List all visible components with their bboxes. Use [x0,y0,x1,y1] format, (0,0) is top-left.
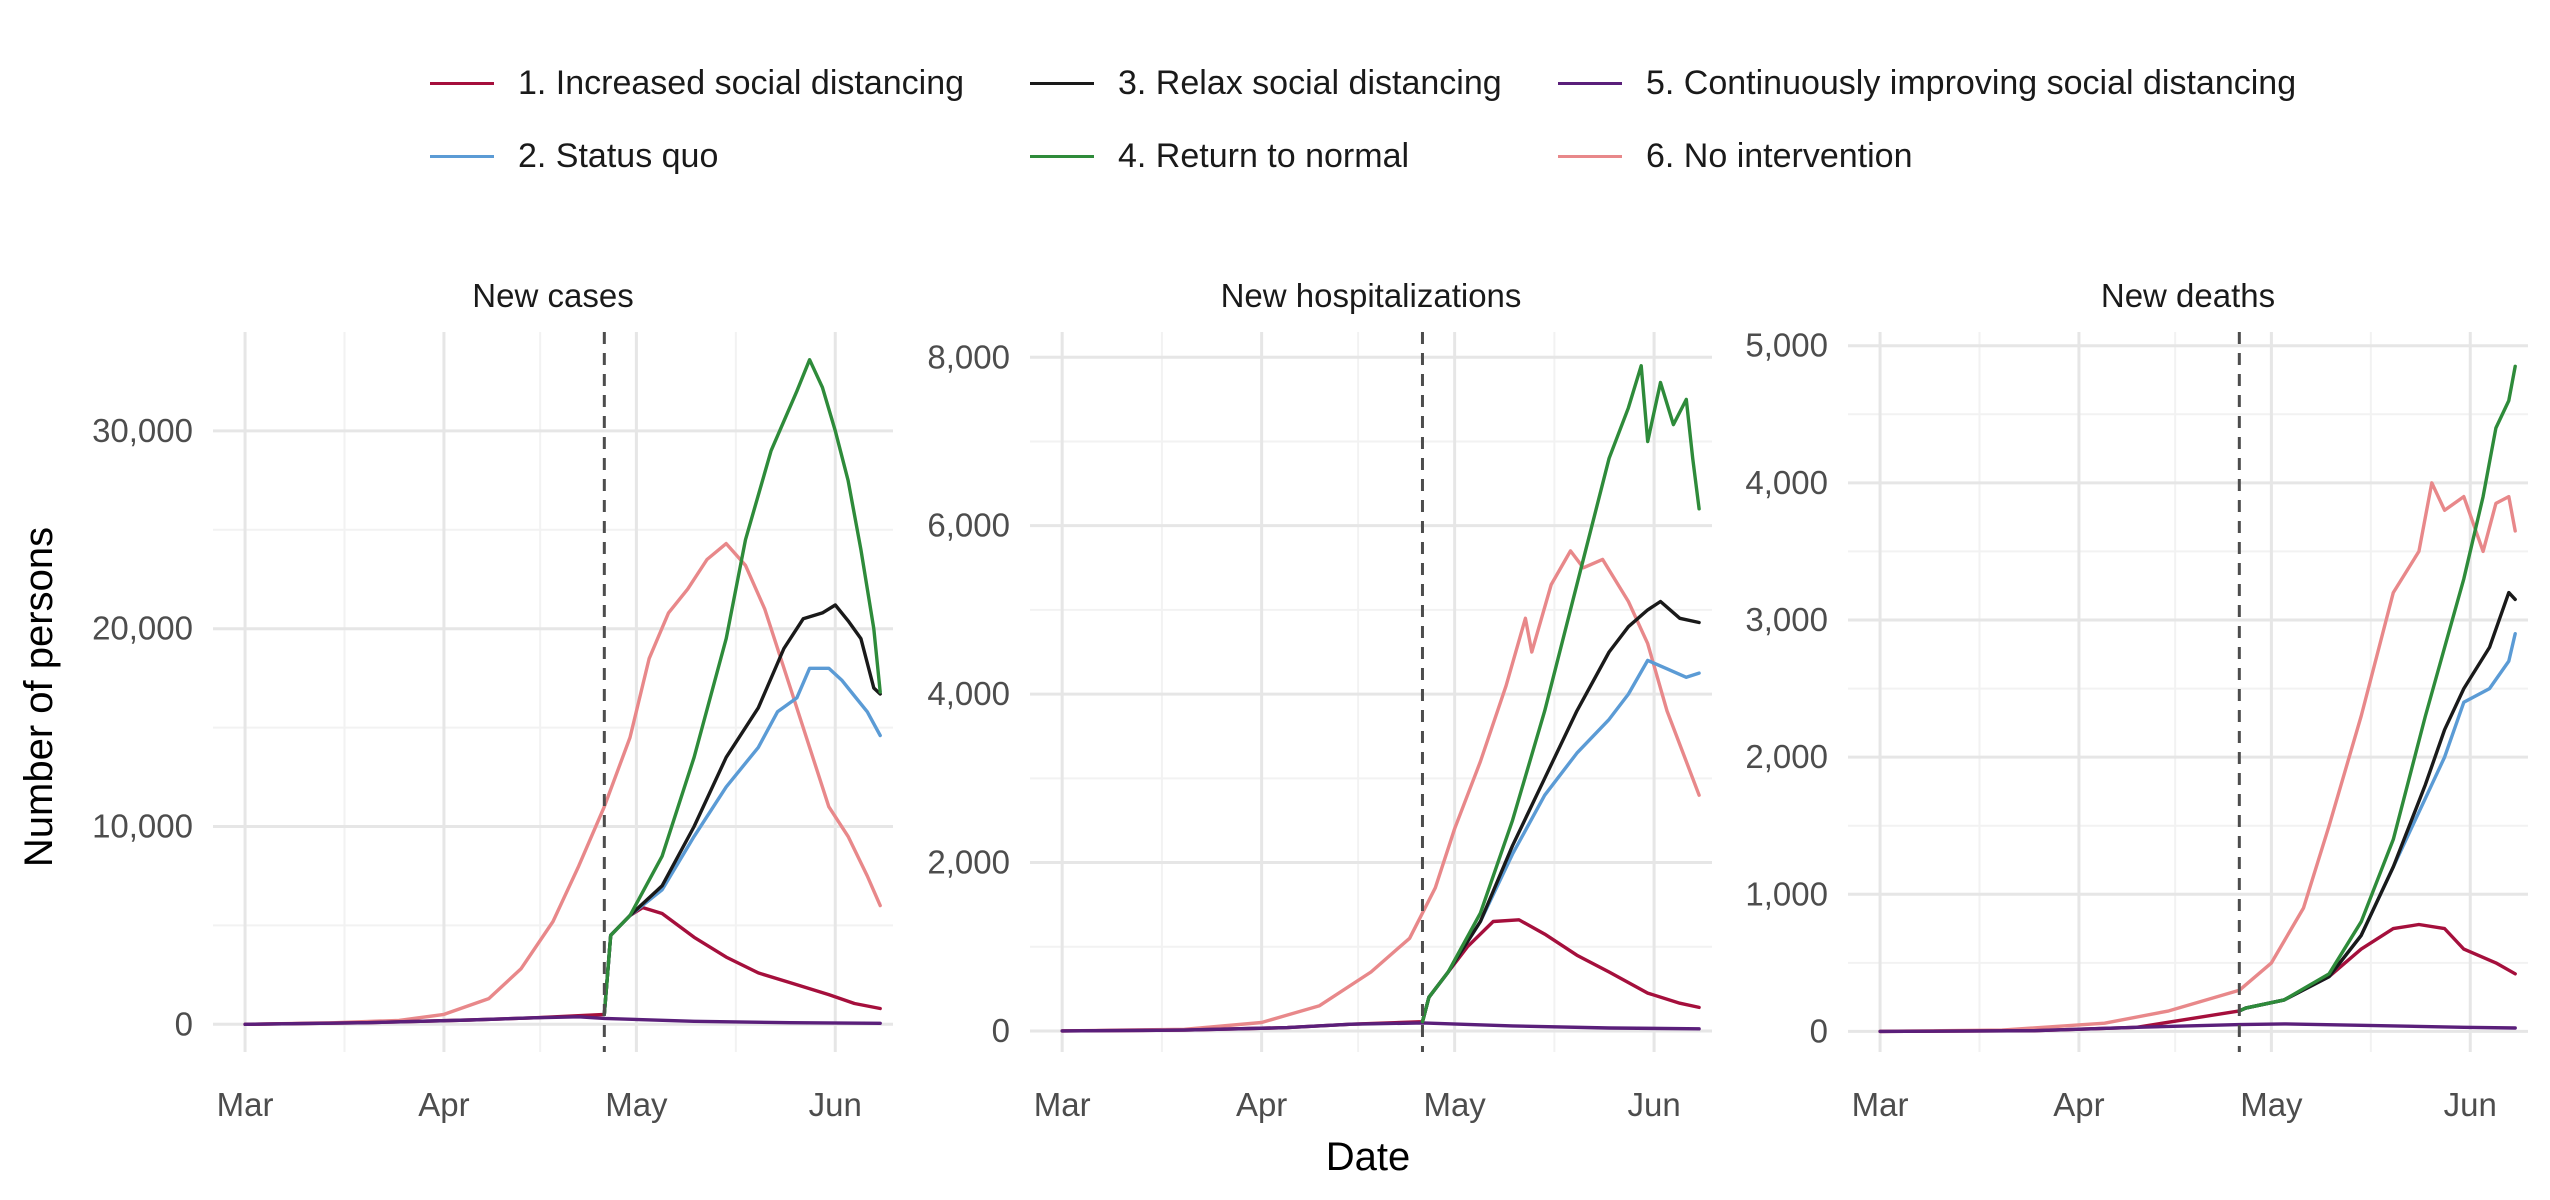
panel-title: New hospitalizations [1221,277,1522,314]
legend-item-4: 4. Return to normal [1030,132,1409,180]
x-tick-label: Jun [1627,1086,1680,1123]
series-line-3 [602,603,882,1017]
x-tick-label: May [605,1086,668,1123]
legend-swatch [1030,154,1094,158]
series-line-6 [1878,481,2517,1034]
x-tick-label: Apr [1236,1086,1287,1123]
series-line-2 [1420,658,1701,1024]
legend-item-1: 1. Increased social distancing [430,59,964,107]
legend: 1. Increased social distancing 2. Status … [0,0,2550,200]
series-line-4 [1420,364,1701,1024]
x-tick-label: Apr [2053,1086,2104,1123]
legend-item-5: 5. Continuously improving social distanc… [1558,59,2296,107]
panel-title: New cases [472,277,633,314]
legend-swatch [1558,81,1622,85]
x-tick-label: May [2240,1086,2303,1123]
legend-label: 3. Relax social distancing [1118,63,1502,102]
series-line-1 [1060,918,1701,1033]
legend-item-2: 2. Status quo [430,132,718,180]
panel-new-hospitalizations: 0 2,000 4,000 6,000 8,000 Mar Apr May Jun New hos… [927,277,1712,1123]
y-tick-label: 4,000 [927,675,1010,712]
legend-label: 1. Increased social distancing [518,63,965,102]
y-tick-label: 30,000 [92,412,193,449]
legend-label: 2. Status quo [518,136,719,175]
y-tick-label: 1,000 [1745,875,1828,912]
y-tick-label: 10,000 [92,808,193,845]
y-tick-label: 0 [1810,1012,1828,1049]
x-tick-label: Jun [2444,1086,2497,1123]
panel-new-cases: 0 10,000 20,000 30,000 Mar Apr May Jun New cases [92,277,893,1123]
legend-swatch [430,81,494,85]
x-tick-label: Mar [217,1086,274,1123]
legend-label: 5. Continuously improving social distanc… [1646,63,2297,102]
series-line-4 [602,358,882,1017]
x-tick-label: Mar [1852,1086,1909,1123]
y-tick-label: 5,000 [1745,327,1828,364]
y-tick-label: 6,000 [927,507,1010,544]
panel-new-deaths: 0 1,000 2,000 3,000 4,000 5,000 Mar Apr May Jun Ne… [1745,277,2528,1123]
y-tick-label: 3,000 [1745,601,1828,638]
legend-swatch [1558,154,1622,158]
x-tick-label: May [1423,1086,1486,1123]
series-line-2 [602,666,882,1017]
series-line-5 [1878,1022,2517,1034]
legend-swatch [1030,81,1094,85]
y-tick-label: 2,000 [1745,738,1828,775]
y-tick-label: 20,000 [92,610,193,647]
legend-item-3: 3. Relax social distancing [1030,59,1502,107]
series-line-1 [1878,922,2517,1034]
series-line-5 [1060,1021,1701,1033]
legend-label: 6. No intervention [1646,136,1913,175]
panel-title: New deaths [2101,277,2275,314]
y-tick-label: 4,000 [1745,464,1828,501]
x-axis-title: Date [1326,1135,1411,1179]
y-tick-label: 8,000 [927,338,1010,375]
series-line-5 [243,1015,882,1027]
series-line-6 [1060,549,1701,1033]
x-tick-label: Mar [1034,1086,1091,1123]
legend-swatch [430,154,494,158]
legend-label: 4. Return to normal [1118,136,1410,175]
x-tick-label: Apr [418,1086,469,1123]
series-line-4 [2237,364,2517,1013]
y-tick-label: 0 [175,1005,193,1042]
legend-item-6: 6. No intervention [1558,132,1913,180]
series-line-6 [243,541,882,1027]
x-tick-label: Jun [809,1086,862,1123]
y-tick-label: 2,000 [927,844,1010,881]
y-axis-title: Number of persons [17,527,61,867]
y-tick-label: 0 [992,1012,1010,1049]
